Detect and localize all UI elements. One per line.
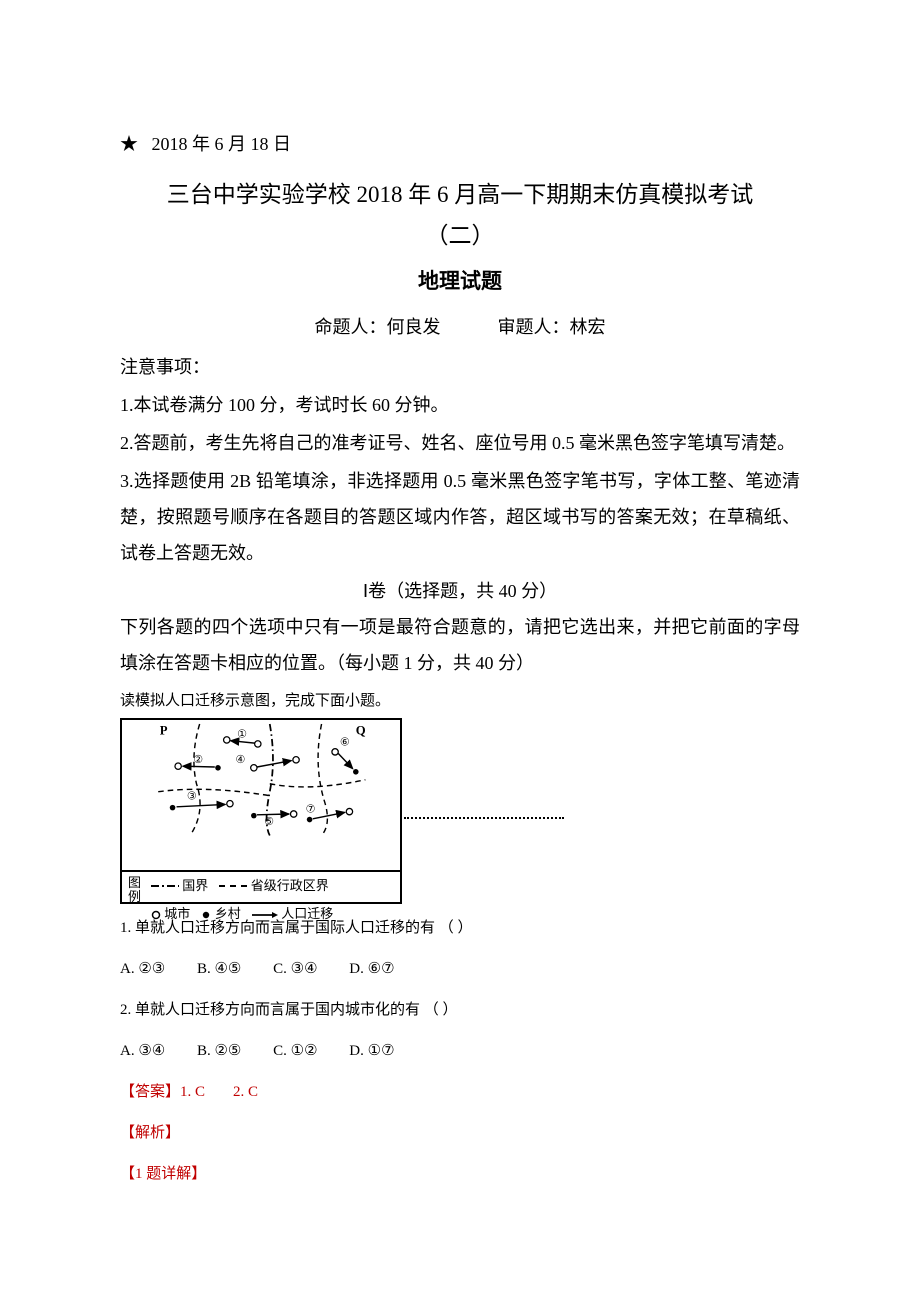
title-line-1: 三台中学实验学校 2018 年 6 月高一下期期末仿真模拟考试: [120, 174, 800, 215]
exam-title: 三台中学实验学校 2018 年 6 月高一下期期末仿真模拟考试 （二）: [120, 174, 800, 257]
answer-line: 【答案】1. C 2. C: [120, 1076, 800, 1109]
reviewer-label: 审题人：: [498, 317, 570, 337]
title-line-2: （二）: [120, 215, 800, 256]
migration-diagram-wrap: P Q ① ② ③ ④ ⑤ ⑥ ⑦ 图例 国界 省级行政区界: [120, 718, 800, 904]
q2-opt-a: A. ③④: [120, 1043, 165, 1059]
legend-migration-icon: [252, 910, 278, 920]
legend-migration: 人口迁移: [281, 906, 333, 921]
notice-item-3: 3.选择题使用 2B 铅笔填涂，非选择题用 0.5 毫米黑色签字笔书写，字体工整…: [120, 463, 800, 571]
subject-title: 地理试题: [120, 265, 800, 295]
author-label: 命题人：: [315, 317, 387, 337]
question-1-options: A. ②③ B. ④⑤ C. ③④ D. ⑥⑦: [120, 953, 800, 986]
q2-opt-b: B. ②⑤: [197, 1043, 241, 1059]
diagram-svg: P Q ① ② ③ ④ ⑤ ⑥ ⑦: [122, 720, 400, 865]
legend-row-1: 国界 省级行政区界: [151, 878, 329, 893]
part1-header: Ⅰ卷（选择题，共 40 分）: [120, 573, 800, 609]
num-1: ①: [237, 728, 247, 740]
num-5: ⑤: [264, 816, 274, 828]
question-2-options: A. ③④ B. ②⑤ C. ①② D. ①⑦: [120, 1035, 800, 1068]
date-line: ★ 2018 年 6 月 18 日: [120, 130, 800, 156]
answer-label: 【答案】: [120, 1084, 180, 1100]
notice-item-1: 1.本试卷满分 100 分，考试时长 60 分钟。: [120, 387, 800, 423]
answer-1: 1. C: [180, 1084, 205, 1100]
label-q: Q: [356, 723, 366, 737]
legend-row-2: 城市 乡村 人口迁移: [151, 906, 334, 921]
q1-opt-c: C. ③④: [273, 961, 317, 977]
legend-vertical-label: 图例: [128, 876, 141, 905]
legend-province-border-icon: [219, 882, 247, 891]
legend-province-border: 省级行政区界: [251, 878, 329, 893]
num-7: ⑦: [306, 803, 316, 815]
num-3: ③: [187, 790, 197, 802]
author-name: 何良发: [387, 317, 441, 337]
part1-instruction: 下列各题的四个选项中只有一项是最符合题意的，请把它选出来，并把它前面的字母填涂在…: [120, 609, 800, 681]
notice-item-2: 2.答题前，考生先将自己的准考证号、姓名、座位号用 0.5 毫米黑色签字笔填写清…: [120, 425, 800, 461]
legend-village-icon: [201, 910, 211, 920]
context-note: 读模拟人口迁移示意图，完成下面小题。: [120, 689, 800, 710]
question-2-stem: 2. 单就人口迁移方向而言属于国内城市化的有 （ ）: [120, 994, 800, 1027]
legend-country-border: 国界: [182, 878, 208, 893]
num-6: ⑥: [340, 736, 350, 748]
migration-diagram: P Q ① ② ③ ④ ⑤ ⑥ ⑦ 图例 国界 省级行政区界: [120, 718, 402, 904]
authors-line: 命题人：何良发 审题人：林宏: [120, 313, 800, 339]
q1-opt-a: A. ②③: [120, 961, 165, 977]
analysis-label: 【解析】: [120, 1117, 800, 1150]
reviewer-name: 林宏: [570, 317, 606, 337]
star: ★: [120, 134, 138, 154]
label-p: P: [160, 723, 168, 737]
q1-opt-d: D. ⑥⑦: [349, 961, 394, 977]
exam-page: ★ 2018 年 6 月 18 日 三台中学实验学校 2018 年 6 月高一下…: [0, 0, 920, 1302]
q2-opt-c: C. ①②: [273, 1043, 317, 1059]
exam-date: 2018 年 6 月 18 日: [152, 134, 292, 154]
num-4: ④: [236, 754, 246, 766]
legend-village: 乡村: [215, 906, 241, 921]
num-2: ②: [193, 754, 203, 766]
legend-city-icon: [151, 910, 161, 920]
legend-city: 城市: [164, 906, 190, 921]
notice-heading: 注意事项：: [120, 353, 800, 379]
answer-2: 2. C: [233, 1084, 258, 1100]
q1-opt-b: B. ④⑤: [197, 961, 241, 977]
q2-opt-d: D. ①⑦: [349, 1043, 394, 1059]
detail-label: 【1 题详解】: [120, 1158, 800, 1191]
diagram-legend: 图例 国界 省级行政区界 图例 城市 乡村: [122, 870, 400, 935]
dotted-line-right: [404, 817, 564, 819]
legend-country-border-icon: [151, 882, 179, 891]
